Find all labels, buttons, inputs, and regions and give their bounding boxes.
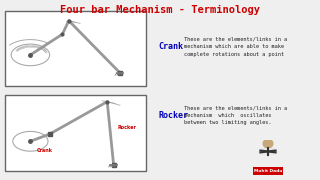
Bar [5,11,146,86]
Bar [253,167,283,175]
Text: These are the elements/links in a
mechanism  which  oscillates
between two limit: These are the elements/links in a mechan… [184,105,287,125]
Text: Rocker: Rocker [158,111,188,120]
Text: Four bar Mechanism - Terminology: Four bar Mechanism - Terminology [60,4,260,15]
Circle shape [263,139,273,148]
Text: Crank: Crank [37,148,53,153]
Bar [261,148,275,155]
Text: Mohit Dadu: Mohit Dadu [254,169,282,173]
Bar [5,95,146,171]
Text: These are the elements/links in a
mechanism which are able to make
complete rota: These are the elements/links in a mechan… [184,37,287,57]
Text: Crank: Crank [158,42,183,51]
Text: Rocker: Rocker [117,125,136,130]
